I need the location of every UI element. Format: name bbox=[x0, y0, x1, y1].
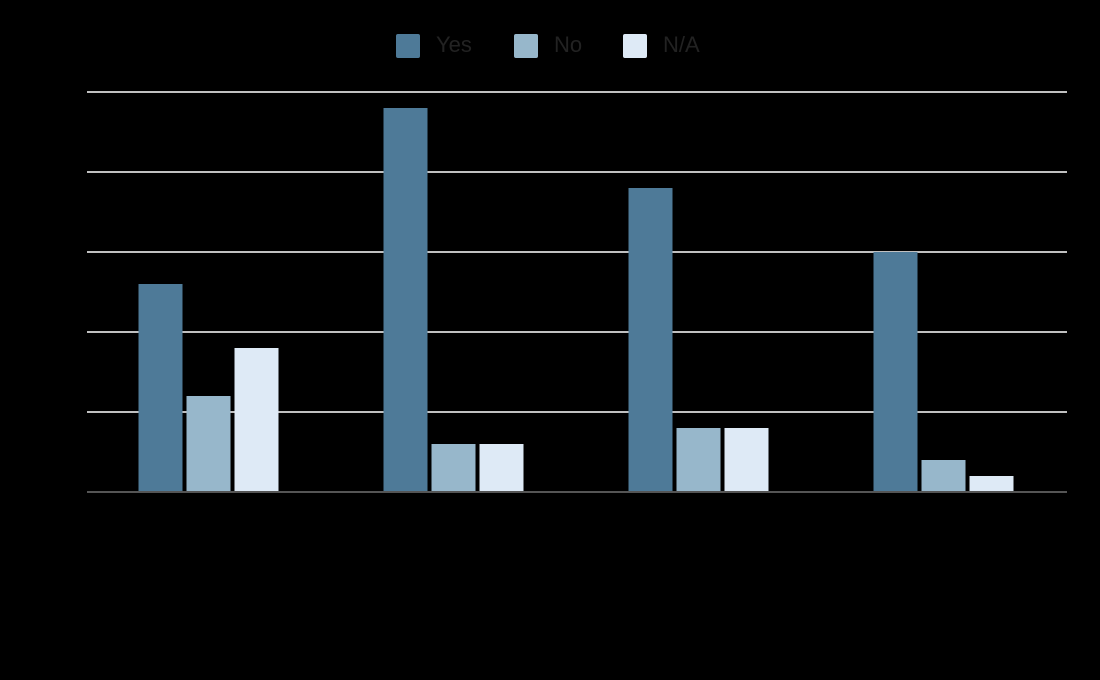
bar-na-4 bbox=[969, 476, 1014, 492]
bar-yes-3 bbox=[628, 188, 673, 492]
legend: Yes No N/A bbox=[396, 32, 700, 58]
legend-label: No bbox=[554, 32, 582, 57]
bar-group-3 bbox=[628, 188, 769, 492]
bar-group-1 bbox=[138, 284, 279, 492]
bar-yes-1 bbox=[138, 284, 183, 492]
bar-group-2 bbox=[383, 108, 524, 492]
bar-no-3 bbox=[676, 428, 721, 492]
legend-swatch bbox=[396, 34, 420, 58]
bar-no-4 bbox=[921, 460, 966, 492]
gridlines bbox=[87, 91, 1067, 413]
legend-item-no: No bbox=[514, 32, 582, 58]
legend-label: Yes bbox=[436, 32, 472, 57]
bar-yes-4 bbox=[873, 252, 918, 492]
legend-label: N/A bbox=[663, 32, 700, 57]
bar-no-2 bbox=[431, 444, 476, 492]
bar-na-3 bbox=[724, 428, 769, 492]
bar-na-2 bbox=[479, 444, 524, 492]
bar-no-1 bbox=[186, 396, 231, 492]
legend-item-na: N/A bbox=[623, 32, 700, 58]
bar-yes-2 bbox=[383, 108, 428, 492]
bars bbox=[138, 108, 1014, 492]
legend-swatch bbox=[514, 34, 538, 58]
bar-group-4 bbox=[873, 252, 1014, 492]
bar-na-1 bbox=[234, 348, 279, 492]
legend-swatch bbox=[623, 34, 647, 58]
legend-item-yes: Yes bbox=[396, 32, 472, 58]
